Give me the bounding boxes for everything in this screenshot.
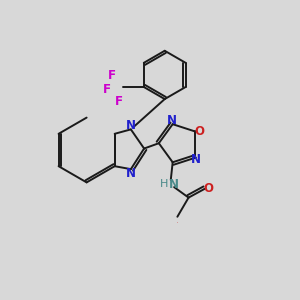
- Text: F: F: [107, 69, 116, 82]
- Text: N: N: [191, 153, 201, 166]
- Text: O: O: [177, 222, 178, 223]
- Text: N: N: [126, 119, 136, 132]
- Text: F: F: [115, 94, 123, 108]
- Text: H: H: [160, 179, 168, 189]
- Text: N: N: [126, 167, 136, 180]
- Text: O: O: [203, 182, 213, 195]
- Text: N: N: [167, 114, 177, 127]
- Text: F: F: [103, 83, 111, 96]
- Text: N: N: [169, 178, 179, 191]
- Text: O: O: [194, 125, 204, 138]
